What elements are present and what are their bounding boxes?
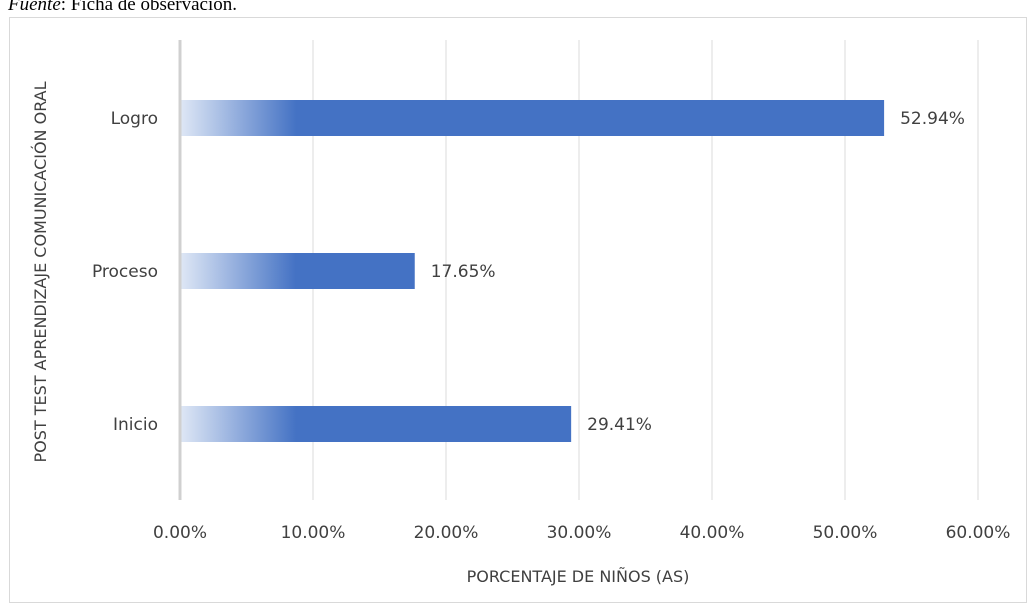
source-note: Fuente: Ficha de observación. <box>8 0 237 16</box>
x-tick-label: 10.00% <box>281 523 346 543</box>
x-tick-label: 50.00% <box>813 523 878 543</box>
bar-inicio <box>181 406 572 442</box>
data-label: 17.65% <box>431 262 496 282</box>
bars <box>181 100 885 442</box>
labels: 0.00% 10.00% 20.00% 30.00% 40.00% 50.00% 60.00… <box>92 109 1010 543</box>
x-tick-label: 0.00% <box>153 523 207 543</box>
bar-proceso <box>181 253 415 289</box>
source-note-text: : Ficha de observación. <box>60 0 237 15</box>
category-label: Inicio <box>113 415 158 435</box>
x-tick-label: 60.00% <box>946 523 1011 543</box>
category-label: Proceso <box>92 262 158 282</box>
bar-logro <box>181 100 885 136</box>
data-label: 52.94% <box>900 109 965 129</box>
source-note-label: Fuente <box>8 0 61 15</box>
data-label: 29.41% <box>587 415 652 435</box>
x-axis-title: PORCENTAJE DE NIÑOS (AS) <box>467 567 690 586</box>
category-label: Logro <box>111 109 158 129</box>
x-tick-label: 30.00% <box>547 523 612 543</box>
x-tick-label: 20.00% <box>414 523 479 543</box>
x-tick-label: 40.00% <box>680 523 745 543</box>
y-axis-title: POST TEST APRENDIZAJE COMUNICACIÓN ORAL <box>31 81 50 462</box>
